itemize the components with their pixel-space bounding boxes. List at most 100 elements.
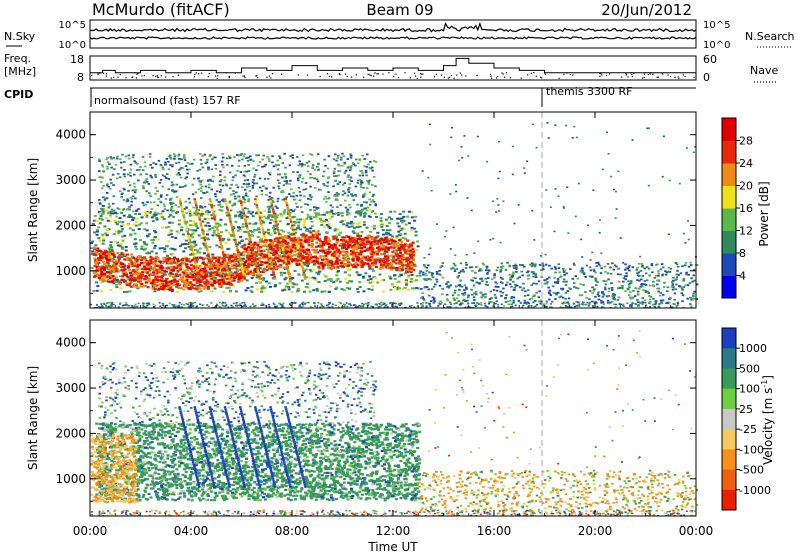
power-cell: [198, 277, 201, 280]
power-cell: [409, 245, 413, 248]
power-cell: [112, 195, 115, 198]
power-cell: [267, 214, 271, 217]
power-cell: [349, 222, 353, 225]
power-cell: [109, 288, 113, 291]
power-cell: [199, 183, 202, 186]
power-cell: [149, 255, 153, 258]
power-cell: [221, 251, 225, 254]
power-cell: [246, 217, 250, 220]
power-cell: [170, 290, 174, 293]
power-cell: [191, 236, 195, 239]
power-cell: [345, 252, 349, 255]
power-cell: [257, 210, 260, 213]
power-cell: [314, 215, 318, 218]
power-cell: [366, 235, 370, 238]
power-cell: [671, 283, 675, 286]
power-cell: [410, 229, 414, 231]
power-cell: [153, 287, 157, 290]
power-cell: [369, 241, 373, 244]
freq-panel: [89, 55, 697, 81]
power-cell: [228, 201, 231, 204]
power-cell: [319, 249, 323, 252]
power-cell: [258, 277, 262, 280]
power-cell: [471, 293, 474, 296]
power-cell: [317, 162, 320, 165]
power-cell: [132, 256, 136, 260]
power-cell: [200, 163, 203, 165]
power-cell: [290, 254, 294, 257]
power-cell: [147, 265, 151, 268]
power-cell: [381, 261, 385, 264]
power-cell: [542, 268, 545, 271]
power-cell: [363, 214, 367, 217]
power-cell: [193, 230, 197, 233]
power-cell: [222, 200, 226, 203]
power-cell: [561, 288, 564, 291]
power-cell: [284, 200, 288, 203]
power-cell: [111, 264, 115, 267]
power-cell: [135, 169, 139, 171]
power-cell: [275, 243, 279, 246]
power-cell: [384, 218, 388, 221]
power-cell: [102, 170, 105, 173]
power-cell: [407, 270, 410, 273]
power-cell: [363, 256, 367, 259]
power-cell: [242, 254, 246, 257]
power-cell: [360, 203, 363, 206]
power-cell: [331, 263, 335, 266]
power-cell: [218, 246, 222, 249]
power-cell: [202, 281, 206, 284]
power-cell: [627, 280, 630, 283]
power-cell: [188, 237, 191, 239]
power-cell: [327, 266, 330, 269]
power-cell: [314, 212, 317, 214]
power-cell: [206, 179, 210, 182]
power-cell: [327, 191, 330, 193]
power-cell: [545, 278, 549, 280]
power-cell: [221, 205, 224, 208]
power-cell: [368, 191, 372, 194]
power-cell: [295, 290, 299, 293]
power-cell: [167, 240, 171, 243]
power-cell: [298, 160, 301, 163]
power-cell: [270, 263, 273, 266]
power-cell: [293, 235, 296, 237]
nave-point: [297, 74, 299, 76]
power-cell: [203, 277, 207, 280]
power-cell: [253, 228, 257, 231]
power-cell: [268, 285, 272, 288]
power-cell: [626, 267, 630, 270]
power-cell: [269, 191, 272, 194]
power-cell: [290, 232, 294, 235]
power-cell: [360, 210, 364, 213]
power-cell: [156, 257, 160, 260]
power-cell: [165, 256, 169, 259]
power-cell: [352, 232, 356, 234]
power-cell: [534, 263, 537, 266]
power-cell: [96, 247, 100, 250]
power-cell: [238, 255, 241, 258]
nave-point: [453, 77, 455, 79]
nave-point: [496, 77, 498, 79]
power-cell: [247, 246, 251, 249]
power-cell: [415, 274, 419, 277]
power-cell: [184, 224, 188, 227]
power-cell: [346, 194, 350, 197]
power-cell: [272, 271, 275, 274]
power-cell: [128, 290, 132, 293]
power-cell: [201, 230, 205, 233]
power-cell: [194, 263, 197, 266]
power-cell: [155, 268, 159, 271]
power-cell: [154, 213, 158, 216]
power-cell: [324, 165, 327, 167]
power-cell: [336, 262, 340, 265]
nave-point: [415, 75, 417, 77]
power-cell: [395, 286, 399, 289]
power-cell: [358, 174, 361, 177]
power-cell: [259, 238, 263, 241]
power-cell: [311, 276, 315, 279]
power-cell: [170, 205, 174, 208]
power-cell: [141, 201, 145, 204]
power-cell: [301, 218, 305, 221]
power-cell: [315, 241, 319, 244]
